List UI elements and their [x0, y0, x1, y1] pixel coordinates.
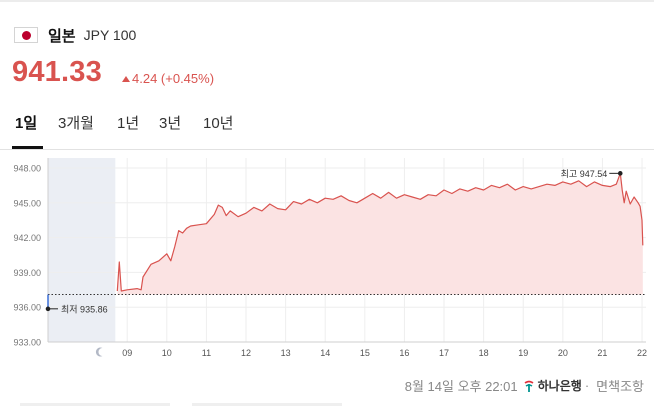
low-value-label: 최저 935.86	[61, 304, 108, 314]
y-tick-label: 942.00	[13, 233, 41, 243]
x-tick-label: 10	[162, 348, 172, 358]
y-tick-label: 939.00	[13, 268, 41, 278]
x-tick-label: 09	[122, 348, 132, 358]
night-session-band	[48, 158, 116, 342]
price-change: 4.24 (+0.45%)	[122, 71, 214, 86]
x-tick-label: 17	[439, 348, 449, 358]
x-tick-label: 22	[637, 348, 647, 358]
x-tick-label: 16	[399, 348, 409, 358]
price-area-fill	[117, 173, 643, 295]
japan-flag-icon	[14, 27, 38, 43]
disclaimer-link[interactable]: 면책조항	[596, 379, 644, 394]
x-tick-label: 20	[558, 348, 568, 358]
low-point-marker	[45, 306, 51, 312]
hana-bank-logo-icon	[524, 380, 534, 392]
current-price: 941.33	[12, 56, 102, 88]
top-divider	[0, 0, 654, 2]
y-tick-label: 948.00	[13, 164, 41, 174]
data-source: 하나은행	[522, 377, 582, 394]
bottom-divider	[20, 403, 170, 406]
y-tick-label: 936.00	[13, 303, 41, 313]
tab-3-months[interactable]: 3개월	[58, 115, 94, 132]
moon-icon	[95, 347, 103, 357]
x-tick-label: 13	[281, 348, 291, 358]
high-point-marker	[617, 171, 623, 176]
tab-1-year[interactable]: 1년	[117, 115, 140, 132]
tabs-divider	[0, 149, 654, 150]
x-tick-label: 14	[320, 348, 330, 358]
high-value-label: 최고 947.54	[561, 169, 608, 179]
currency-name: 일본	[48, 27, 76, 45]
bottom-divider	[192, 403, 342, 406]
active-tab-indicator	[12, 146, 43, 149]
price-change-value: 4.24 (+0.45%)	[132, 71, 215, 86]
chart-footer: 8월 14일 오후 22:01 하나은행 · 면책조항	[405, 376, 644, 395]
x-tick-label: 18	[479, 348, 489, 358]
tab-1-day[interactable]: 1일	[15, 115, 38, 132]
x-tick-label: 15	[360, 348, 370, 358]
tab-3-years[interactable]: 3년	[159, 115, 182, 132]
currency-header: 일본 JPY 100	[14, 24, 136, 46]
x-tick-label: 11	[202, 348, 211, 358]
y-tick-label: 933.00	[13, 338, 41, 348]
x-tick-label: 12	[241, 348, 251, 358]
y-tick-label: 945.00	[13, 198, 41, 208]
footer-separator: ·	[584, 378, 590, 393]
x-tick-label: 19	[518, 348, 528, 358]
period-tabs: 1일 3개월 1년 3년 10년	[0, 108, 654, 150]
update-timestamp: 8월 14일 오후 22:01	[404, 379, 518, 394]
exchange-rate-chart[interactable]: 948.00 945.00 942.00 939.00 936.00 933.00 09 10…	[0, 150, 654, 372]
tab-10-years[interactable]: 10년	[203, 115, 234, 132]
price-line	[116, 172, 644, 292]
x-tick-label: 21	[597, 348, 607, 358]
currency-code: JPY 100	[83, 27, 137, 43]
bank-name: 하나은행	[537, 379, 582, 393]
up-triangle-icon	[122, 75, 130, 82]
